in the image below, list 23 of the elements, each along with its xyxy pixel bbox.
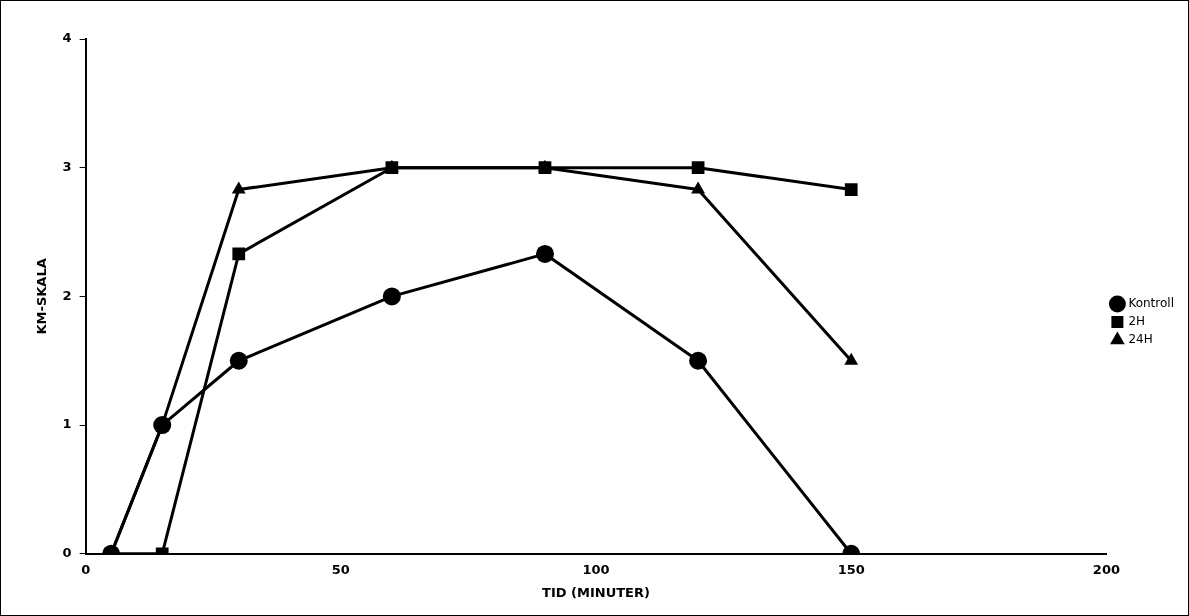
legend-label: 2H [1128, 314, 1146, 329]
point [229, 351, 248, 370]
y-tick-label: 1 [62, 416, 72, 432]
x-tick-label: 150 [837, 561, 865, 577]
point [535, 244, 554, 263]
legend-label: Kontroll [1128, 296, 1175, 311]
point [691, 161, 705, 175]
point [382, 287, 401, 306]
y-tick-label: 3 [62, 159, 72, 175]
point [844, 352, 859, 365]
y-tick-label: 4 [62, 30, 72, 46]
point [689, 351, 708, 370]
y-axis-title: KM-SKALA [34, 258, 50, 335]
y-tick-label: 0 [62, 545, 72, 561]
x-tick-label: 50 [331, 561, 350, 577]
x-tick-label: 200 [1092, 561, 1120, 577]
x-tick-label: 100 [582, 561, 610, 577]
legend-label: 24H [1128, 332, 1153, 347]
x-tick-label: 0 [81, 561, 91, 577]
y-tick-label: 2 [62, 287, 72, 303]
point [232, 247, 246, 261]
point [844, 183, 858, 196]
x-axis-title: TID (MINUTER) [542, 584, 650, 600]
